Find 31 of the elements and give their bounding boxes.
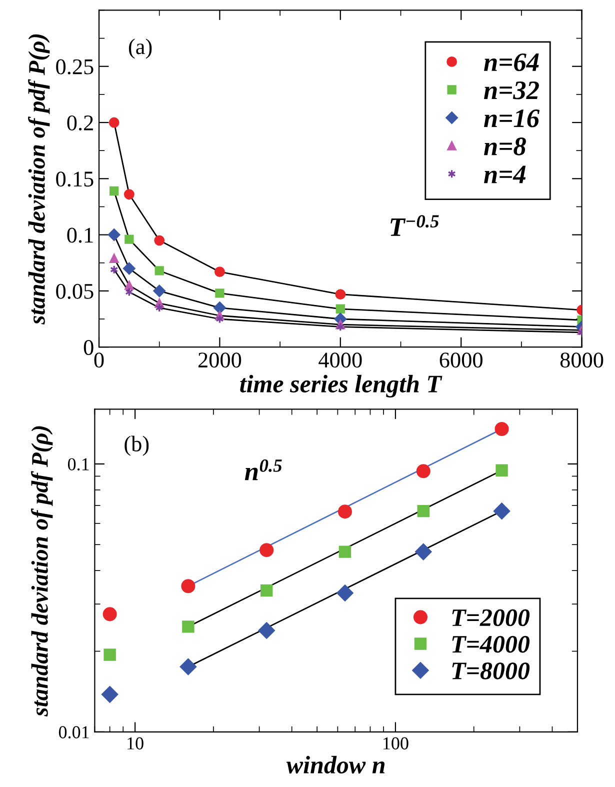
- legend-label: T=2000: [452, 609, 530, 626]
- x-tick-label: 10: [128, 737, 144, 750]
- legend-label: n=4: [484, 166, 526, 184]
- annotation: T$^{−0.5}$: [390, 215, 439, 236]
- annotation: n$^{0.5}$: [244, 459, 282, 480]
- y-tick-label: 0.2: [67, 115, 93, 131]
- legend-label: T=8000: [452, 662, 530, 680]
- y-axis-title: standard deviation of pdf P(ρ): [31, 426, 53, 716]
- y-axis-title: standard deviation of pdf P(ρ): [28, 34, 50, 325]
- x-axis-title: time series length T: [240, 374, 442, 398]
- annotation: (b): [124, 436, 149, 456]
- legend-label: n=8: [484, 138, 526, 156]
- annotation: (a): [128, 38, 152, 59]
- legend-label: n=32: [484, 82, 539, 100]
- x-tick-label: 8000: [560, 352, 604, 368]
- y-tick-label: 0.1: [68, 458, 89, 470]
- y-tick-label: 0.01: [58, 726, 89, 738]
- x-tick-label: 100: [384, 737, 408, 750]
- legend-label: n=64: [484, 53, 539, 72]
- y-tick-label: 0.15: [56, 172, 94, 187]
- y-tick-label: 0.1: [67, 228, 93, 243]
- y-tick-label: 0: [84, 340, 94, 355]
- x-tick-label: 6000: [440, 352, 482, 368]
- y-tick-label: 0.05: [56, 284, 94, 299]
- legend-label: n=16: [484, 110, 540, 128]
- x-axis-title: window n: [286, 756, 385, 774]
- y-tick-label: 0.25: [56, 59, 94, 74]
- x-tick-label: 2000: [198, 352, 242, 368]
- legend-label: T=4000: [452, 636, 530, 653]
- x-tick-label: 0: [94, 352, 104, 368]
- x-tick-label: 4000: [318, 352, 362, 368]
